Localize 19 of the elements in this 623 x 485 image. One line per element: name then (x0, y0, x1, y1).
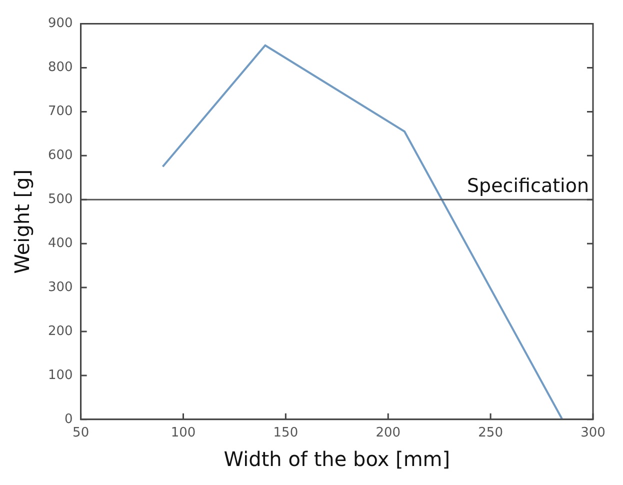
x-axis-title: Width of the box [mm] (224, 447, 450, 472)
ref-line-label: Specification (467, 175, 589, 198)
y-tick-label: 400 (48, 236, 73, 251)
y-tick-label: 100 (48, 368, 73, 383)
x-tick-label: 250 (478, 426, 503, 441)
y-axis-title: Weight [g] (10, 169, 34, 274)
y-tick-label: 700 (48, 104, 73, 120)
y-tick-label: 500 (48, 192, 73, 207)
x-tick-label: 150 (273, 426, 298, 441)
y-tick-label: 900 (48, 16, 73, 32)
x-tick-label: 100 (170, 426, 196, 441)
x-tick-label: 300 (580, 426, 606, 441)
y-tick-label: 600 (48, 148, 73, 164)
y-tick-label: 200 (48, 324, 73, 339)
y-tick-label: 300 (48, 280, 73, 295)
y-tick-label: 0 (64, 412, 73, 427)
x-tick-label: 200 (376, 426, 401, 441)
x-tick-label: 50 (72, 426, 90, 441)
y-tick-label: 800 (48, 60, 73, 76)
